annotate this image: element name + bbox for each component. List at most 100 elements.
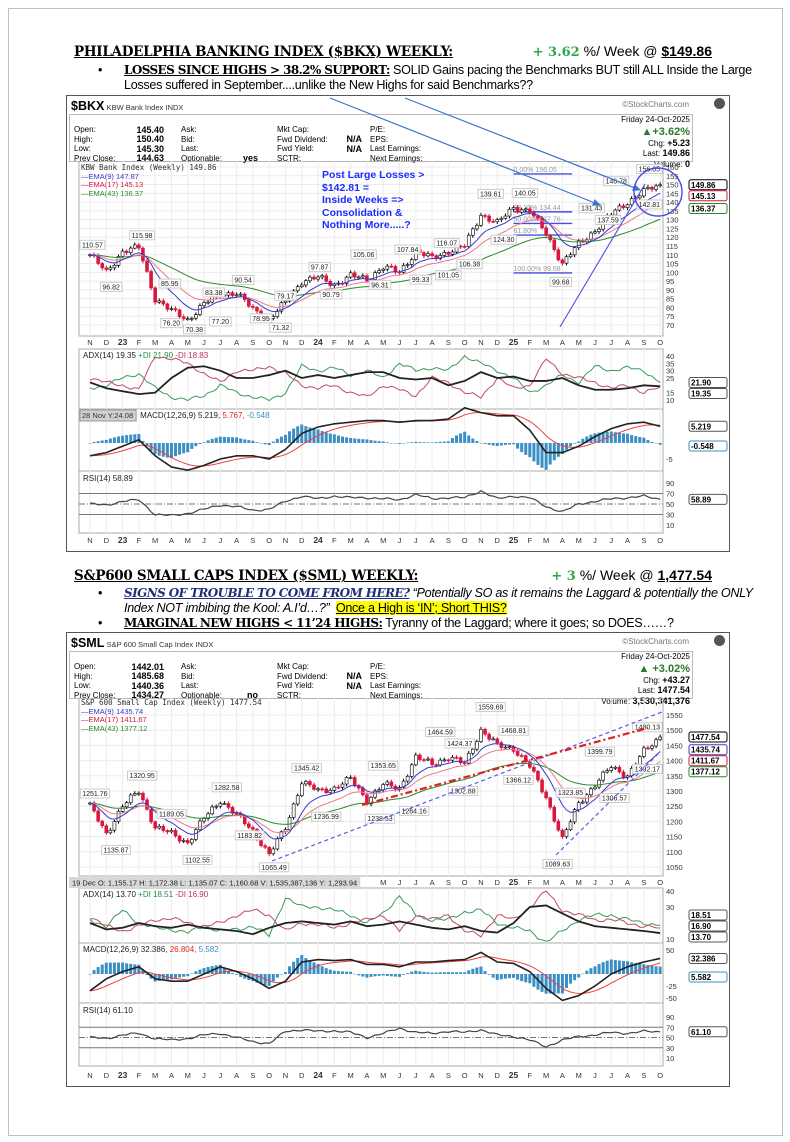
stockcharts-credit: ©StockCharts.com [622, 100, 689, 109]
candle-down [104, 825, 109, 834]
candle-up [475, 741, 479, 750]
candle-down [96, 810, 100, 822]
macd-histogram-bar [332, 434, 336, 443]
macd-histogram-bar [381, 974, 385, 976]
candle-up [275, 838, 280, 850]
rsi-tick-label: 70 [666, 490, 674, 499]
candle-down [177, 309, 182, 318]
candle-up [405, 264, 410, 266]
price-annotation: 1392.17 [635, 766, 660, 773]
y-tick-label: 1300 [666, 787, 683, 796]
candle-down [153, 821, 157, 829]
info-label: Next Earnings: [370, 690, 423, 700]
month-label: A [364, 338, 369, 347]
bullet-heading: SIGNS OF TROUBLE TO COME FROM HERE? [124, 586, 410, 600]
candle-down [540, 218, 544, 229]
month-label: S [446, 1071, 451, 1080]
candle-up [198, 820, 202, 830]
price-annotation: 110.57 [82, 242, 103, 249]
candle-down [499, 742, 504, 748]
macd-histogram-bar [288, 431, 292, 443]
price-annotation-box [258, 862, 290, 873]
macd-histogram-bar [630, 435, 634, 443]
price-annotation-box [368, 279, 392, 290]
price-annotation: 146.78 [605, 179, 627, 186]
macd-line [89, 951, 661, 1002]
candle-up [348, 777, 353, 779]
quote-summary: Friday 24-Oct-2025 ▲ +3.02% Chg: +43.27 Las… [550, 652, 690, 706]
macd-histogram-bar [161, 974, 165, 981]
macd-value-tag-box [688, 440, 728, 452]
rsi-panel-frame [78, 470, 664, 534]
month-label: O [266, 536, 272, 545]
note-line: Consolidation & [322, 206, 403, 219]
macd-tick-label: -25 [666, 982, 677, 991]
adx-tick-label: 10 [666, 396, 674, 405]
macd-histogram-bar [556, 443, 560, 457]
macd-histogram-bar [369, 440, 373, 443]
candle-up [299, 284, 304, 288]
macd-histogram-bar [406, 973, 410, 974]
month-label: F [137, 1071, 142, 1080]
candle-up [646, 186, 650, 189]
macd-value-tag-box [688, 420, 728, 432]
candle-up [479, 215, 483, 226]
rsi-panel-frame [78, 1002, 664, 1067]
price-annotation: 85.95 [161, 281, 179, 288]
macd-histogram-bar [442, 441, 446, 443]
macd-histogram-bar [365, 974, 369, 978]
macd-histogram-bar [108, 962, 112, 974]
adx-tick-label: 10 [666, 935, 674, 944]
info-value: 1440.36 [131, 680, 164, 691]
macd-histogram-bar [296, 426, 300, 443]
macd-histogram-bar [605, 960, 609, 974]
macd-histogram-bar [483, 443, 487, 444]
month-label: F [137, 338, 142, 347]
macd-histogram-bar [548, 974, 552, 994]
price-annotation-box [308, 262, 331, 273]
candle-up [601, 771, 605, 781]
y-tick-label: 110 [666, 251, 678, 260]
price-annotation: 137.59 [597, 217, 619, 224]
info-label: EPS: [370, 134, 389, 144]
macd-histogram-bar [88, 974, 92, 975]
candle-down [181, 316, 186, 320]
macd-histogram-bar [157, 974, 161, 981]
candle-up [381, 784, 386, 791]
exchange: INDX [165, 103, 184, 112]
macd-value-tag: 5.219 [691, 422, 712, 431]
macd-histogram-bar [638, 437, 642, 443]
macd-histogram-bar [512, 974, 516, 978]
macd-histogram-bar [324, 432, 328, 443]
macd-histogram-bar [169, 443, 173, 459]
macd-histogram-bar [630, 962, 634, 974]
info-label: Bid: [181, 134, 195, 144]
macd-value-tag: 32.386 [691, 954, 716, 963]
candle-down [137, 244, 141, 249]
settings-icon[interactable] [714, 98, 725, 109]
settings-icon[interactable] [714, 635, 725, 646]
legend-ema17: —EMA(17) 1411.67 [81, 715, 147, 724]
macd-histogram-bar [536, 974, 540, 990]
info-value: 150.40 [136, 134, 164, 144]
exchange: INDX [195, 640, 214, 649]
y-tick-label: 1400 [666, 757, 683, 766]
month-label: O [266, 1071, 272, 1080]
quote-date: Friday 24-Oct-2025 [621, 115, 690, 124]
candle-up [299, 783, 304, 796]
month-label: M [185, 338, 191, 347]
quote-chg: Chg: +43.27 [550, 675, 690, 686]
candle-down [230, 292, 235, 296]
macd-histogram-bar [418, 442, 422, 443]
month-label: M [380, 878, 386, 887]
price-annotation-box [79, 239, 106, 250]
macd-histogram-bar [479, 966, 483, 974]
candle-down [251, 827, 255, 830]
note-line: Nothing More.....? [322, 219, 411, 231]
price-annotation: 106.38 [459, 262, 481, 269]
quote-info-panel: Open: 1442.01 Ask: Mkt Cap: P/E: High: 1485.68… [69, 651, 693, 706]
macd-histogram-bar [251, 974, 255, 982]
month-label: A [430, 338, 435, 347]
month-label: J [593, 536, 597, 545]
fib-label: 100.00% 99.68 [514, 266, 561, 273]
